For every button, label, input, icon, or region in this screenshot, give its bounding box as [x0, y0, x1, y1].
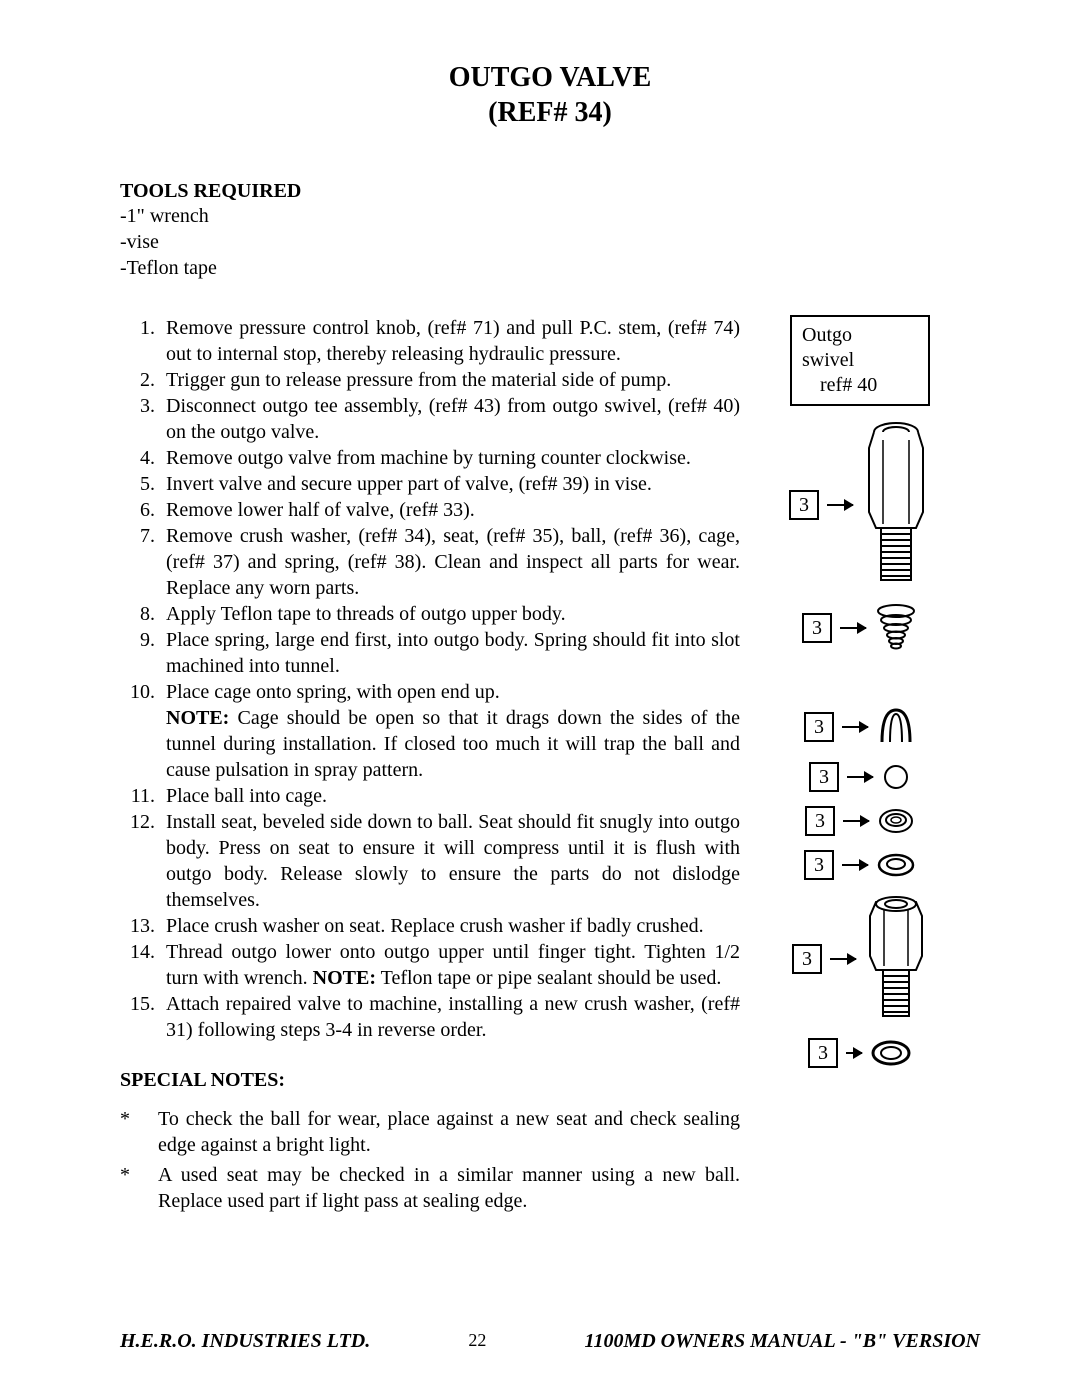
step-item: Place cage onto spring, with open end up…	[160, 679, 740, 783]
step-item: Attach repaired valve to machine, instal…	[160, 991, 740, 1043]
title-line-2: (REF# 34)	[120, 95, 980, 130]
refbox-line: ref# 40	[802, 373, 918, 398]
upper-body-icon	[861, 420, 931, 590]
step-item: Remove lower half of valve, (ref# 33).	[160, 497, 740, 523]
step-item: Remove crush washer, (ref# 34), seat, (r…	[160, 523, 740, 601]
diagram-row-upper-body: 3	[789, 420, 931, 590]
title-block: OUTGO VALVE (REF# 34)	[120, 60, 980, 130]
step-item: Place ball into cage.	[160, 783, 740, 809]
tool-item: vise	[120, 229, 980, 255]
tool-item: 1" wrench	[120, 203, 980, 229]
ref-number-box: 3	[805, 806, 835, 836]
ref-box-outgo-swivel: Outgo swivel ref# 40	[790, 315, 930, 406]
footer-left: H.E.R.O. INDUSTRIES LTD.	[120, 1330, 370, 1353]
footer-right: 1100MD OWNERS MANUAL - "B" VERSION	[585, 1330, 980, 1353]
ref-number-box: 3	[802, 613, 832, 643]
note-label: NOTE:	[166, 707, 229, 729]
lower-body-icon	[864, 894, 928, 1024]
note-text: Teflon tape or pipe sealant should be us…	[376, 967, 721, 989]
ref-number-box: 3	[804, 712, 834, 742]
arrow-icon	[827, 504, 853, 506]
special-notes-list: * To check the ball for wear, place agai…	[120, 1106, 740, 1214]
step-item: Remove outgo valve from machine by turni…	[160, 445, 740, 471]
note-label: NOTE:	[313, 967, 376, 989]
tool-item: Teflon tape	[120, 255, 980, 281]
step-item: Thread outgo lower onto outgo upper unti…	[160, 939, 740, 991]
cage-icon	[876, 706, 916, 748]
washer-icon	[870, 1039, 912, 1067]
asterisk-icon: *	[120, 1162, 134, 1214]
step-item: Place crush washer on seat. Replace crus…	[160, 913, 740, 939]
arrow-icon	[840, 627, 866, 629]
step-item: Apply Teflon tape to threads of outgo up…	[160, 601, 740, 627]
steps-list: Remove pressure control knob, (ref# 71) …	[120, 315, 740, 1043]
title-line-1: OUTGO VALVE	[120, 60, 980, 95]
ref-number-box: 3	[789, 490, 819, 520]
step-item: Remove pressure control knob, (ref# 71) …	[160, 315, 740, 367]
diagram-row-ball: 3	[809, 762, 911, 792]
ball-icon	[881, 762, 911, 792]
special-notes-heading: SPECIAL NOTES:	[120, 1069, 740, 1092]
refbox-line: swivel	[802, 348, 918, 373]
arrow-icon	[843, 820, 869, 822]
spring-icon	[874, 604, 918, 652]
refbox-line: Outgo	[802, 323, 918, 348]
arrow-icon	[842, 726, 868, 728]
step-item: Place spring, large end first, into outg…	[160, 627, 740, 679]
page-footer: H.E.R.O. INDUSTRIES LTD. 22 1100MD OWNER…	[120, 1330, 980, 1353]
instructions-column: Remove pressure control knob, (ref# 71) …	[120, 315, 740, 1218]
diagram-row-cage: 3	[804, 706, 916, 748]
diagram-row-washer: 3	[808, 1038, 912, 1068]
special-text: To check the ball for wear, place agains…	[158, 1106, 740, 1158]
asterisk-icon: *	[120, 1106, 134, 1158]
step-item: Invert valve and secure upper part of va…	[160, 471, 740, 497]
diagram-row-crush-washer: 3	[804, 850, 916, 880]
diagram-row-seat: 3	[805, 806, 915, 836]
ref-number-box: 3	[792, 944, 822, 974]
diagram-column: Outgo swivel ref# 40 3	[760, 315, 960, 1218]
page-number: 22	[468, 1330, 486, 1353]
step-text: Place cage onto spring, with open end up…	[166, 681, 500, 703]
arrow-icon	[847, 776, 873, 778]
step-item: Install seat, beveled side down to ball.…	[160, 809, 740, 913]
special-item: * To check the ball for wear, place agai…	[120, 1106, 740, 1158]
step-item: Trigger gun to release pressure from the…	[160, 367, 740, 393]
arrow-icon	[846, 1052, 862, 1054]
ref-number-box: 3	[808, 1038, 838, 1068]
ref-number-box: 3	[809, 762, 839, 792]
diagram-row-spring: 3	[802, 604, 918, 652]
seat-icon	[877, 807, 915, 835]
special-item: * A used seat may be checked in a simila…	[120, 1162, 740, 1214]
tools-list: 1" wrench vise Teflon tape	[120, 203, 980, 281]
crush-washer-icon	[876, 852, 916, 878]
tools-heading: TOOLS REQUIRED	[120, 180, 980, 203]
ref-number-box: 3	[804, 850, 834, 880]
arrow-icon	[842, 864, 868, 866]
arrow-icon	[830, 958, 856, 960]
step-item: Disconnect outgo tee assembly, (ref# 43)…	[160, 393, 740, 445]
diagram-row-lower-body: 3	[792, 894, 928, 1024]
special-text: A used seat may be checked in a similar …	[158, 1162, 740, 1214]
note-text: Cage should be open so that it drags dow…	[166, 707, 740, 781]
